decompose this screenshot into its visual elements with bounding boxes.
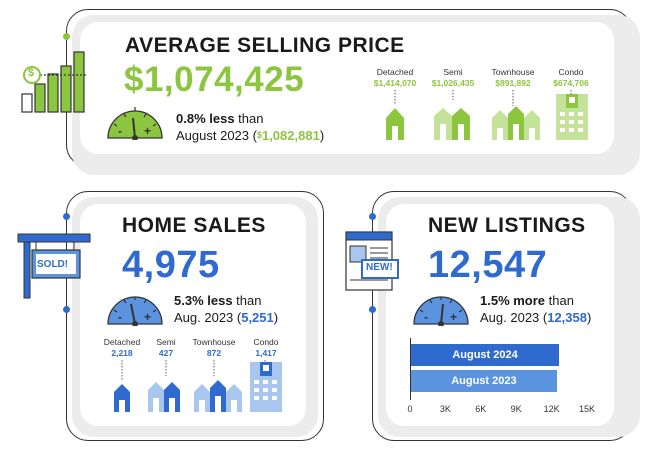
gauge-minus: - bbox=[118, 310, 122, 324]
chart-bar: August 2023 bbox=[411, 370, 557, 392]
gauge-icon bbox=[413, 296, 469, 326]
sold-sign-icon bbox=[17, 233, 91, 299]
type-value: $1,026,435 bbox=[431, 78, 475, 88]
gauge-icon bbox=[107, 107, 163, 140]
gauge-plus: + bbox=[144, 124, 152, 138]
new-listings-comparison: 1.5% more than Aug. 2023 (12,358) bbox=[480, 293, 592, 325]
chart-tick-label: 3K bbox=[439, 404, 451, 414]
gauge-plus: + bbox=[144, 310, 152, 324]
type-value: 427 bbox=[158, 348, 174, 358]
type-label: Detached bbox=[376, 67, 414, 77]
type-value: $674,706 bbox=[553, 78, 589, 88]
chart-tick-label: 15K bbox=[578, 404, 595, 414]
listings-chart: August 2024 August 2023 0 3K 6K 9K 12K 15K bbox=[407, 338, 595, 418]
house-types-icons bbox=[114, 360, 282, 412]
avg-prev-value: 1,082,881 bbox=[261, 128, 320, 143]
new-listings-value: 12,547 bbox=[428, 244, 548, 286]
listing-document-icon bbox=[345, 231, 399, 291]
dollar-icon: $ bbox=[28, 67, 35, 79]
bar-chart-icon bbox=[21, 51, 88, 113]
type-label: Condo bbox=[558, 67, 584, 77]
type-value: $1,414,070 bbox=[373, 78, 417, 88]
prev-dollar: $ bbox=[256, 130, 262, 140]
chart-bar: August 2024 bbox=[411, 344, 560, 366]
type-label: Townhouse bbox=[192, 337, 236, 347]
connector-dot bbox=[63, 213, 70, 220]
sales-change: 5.3% less bbox=[174, 293, 233, 308]
type-value: 1,417 bbox=[255, 348, 277, 358]
new-listings-title: NEW LISTINGS bbox=[428, 214, 586, 237]
avg-price-title: AVERAGE SELLING PRICE bbox=[125, 34, 405, 57]
gauge-minus: - bbox=[118, 124, 122, 138]
gauge-icon bbox=[107, 296, 163, 326]
chart-axis-line bbox=[410, 338, 411, 400]
home-sales-comparison: 5.3% less than Aug. 2023 (5,251) bbox=[174, 293, 279, 325]
listings-prev-value: 12,358 bbox=[547, 310, 587, 325]
house-types-icons bbox=[386, 90, 588, 140]
new-badge-text: NEW! bbox=[366, 262, 393, 273]
chart-tick-label: 9K bbox=[510, 404, 522, 414]
connector-dot bbox=[63, 33, 70, 40]
chart-tick-label: 0 bbox=[407, 404, 413, 414]
type-value: 872 bbox=[206, 348, 222, 358]
avg-price-value: $1,074,425 bbox=[124, 60, 305, 99]
type-label: Condo bbox=[253, 337, 279, 347]
gauge-plus: + bbox=[450, 310, 458, 324]
chart-tick-label: 12K bbox=[543, 404, 560, 414]
type-value: $891,892 bbox=[495, 78, 531, 88]
connector-dot bbox=[369, 306, 376, 313]
gauge-minus: - bbox=[424, 310, 428, 324]
sold-sign-text: SOLD! bbox=[37, 259, 69, 270]
type-label: Townhouse bbox=[491, 67, 535, 77]
type-label: Detached bbox=[103, 337, 141, 347]
type-label: Semi bbox=[443, 67, 463, 77]
connector-dot bbox=[63, 306, 70, 313]
type-label: Semi bbox=[156, 337, 176, 347]
home-sales-value: 4,975 bbox=[122, 244, 220, 286]
connector-dot bbox=[369, 213, 376, 220]
chart-tick-label: 6K bbox=[475, 404, 487, 414]
home-sales-title: HOME SALES bbox=[122, 214, 266, 237]
type-value: 2,218 bbox=[111, 348, 133, 358]
sales-prev-value: 5,251 bbox=[241, 310, 274, 325]
avg-price-comparison: 0.8% less than August 2023 ($1,082,881) bbox=[176, 111, 325, 143]
home-sales-outline bbox=[66, 191, 324, 441]
listings-change: 1.5% more bbox=[480, 293, 546, 308]
avg-change: 0.8% less bbox=[176, 111, 235, 126]
